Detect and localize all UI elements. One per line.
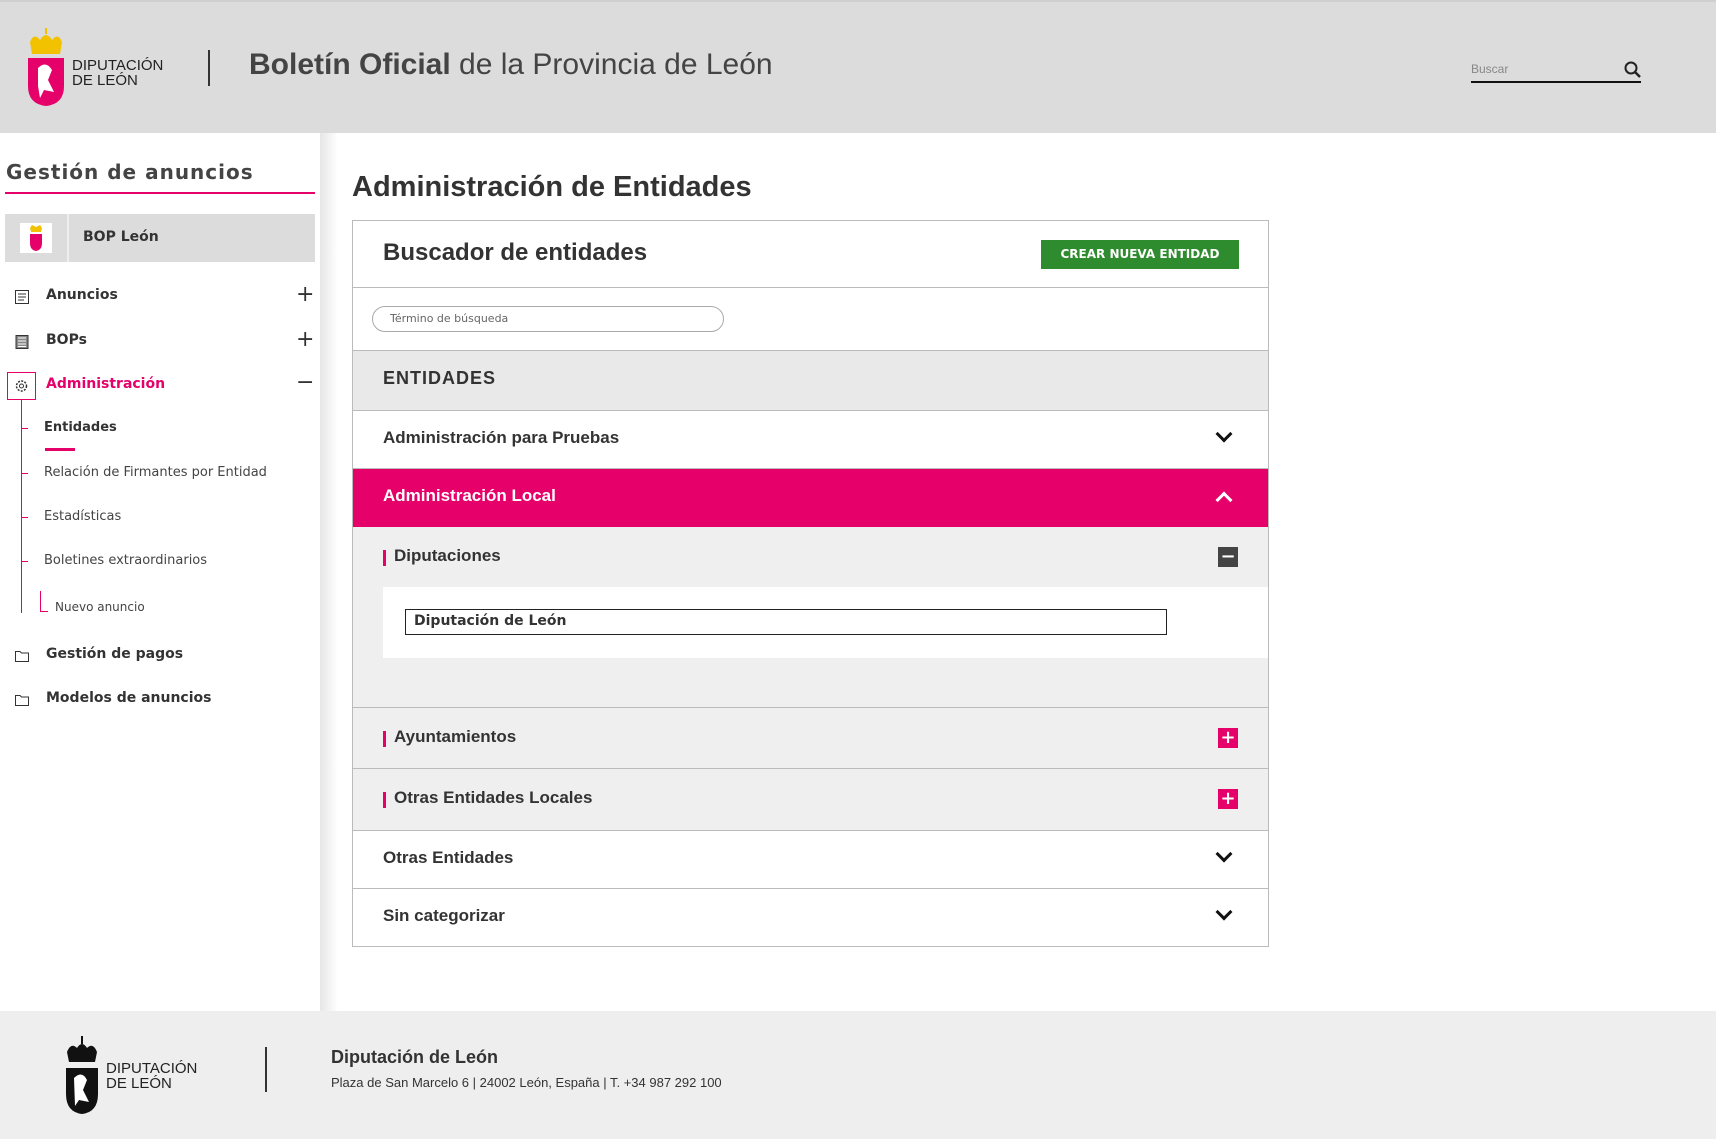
category-label: Sin categorizar bbox=[383, 906, 505, 925]
site-title: Boletín Oficial de la Provincia de León bbox=[249, 48, 773, 81]
section-title: ENTIDADES bbox=[383, 368, 497, 388]
subcategory-label: Ayuntamientos bbox=[394, 727, 517, 746]
sidebar-title: Gestión de anuncios bbox=[6, 160, 254, 184]
sidebar-divider bbox=[320, 133, 338, 1011]
sidebar-subitem-nuevo-anuncio[interactable]: Nuevo anuncio bbox=[55, 600, 145, 614]
list-icon bbox=[15, 335, 29, 349]
tree-line bbox=[40, 591, 48, 612]
expand-icon[interactable]: + bbox=[1218, 789, 1238, 809]
entity-search-input[interactable]: Término de búsqueda bbox=[372, 306, 724, 332]
logo-text: DIPUTACIÓN bbox=[72, 57, 164, 74]
collapse-icon[interactable]: − bbox=[1218, 547, 1238, 567]
sidebar-item-label[interactable]: Anuncios bbox=[46, 287, 118, 303]
category-label: Administración para Pruebas bbox=[383, 428, 620, 447]
entity-panel: Buscador de entidades CREAR NUEVA ENTIDA… bbox=[352, 220, 1269, 947]
expand-icon[interactable]: + bbox=[296, 282, 315, 307]
chevron-up-icon[interactable] bbox=[1215, 491, 1233, 509]
crest-icon bbox=[28, 28, 64, 106]
panel-title: Buscador de entidades bbox=[383, 239, 648, 266]
page-title: Administración de Entidades bbox=[352, 171, 752, 203]
category-label: Otras Entidades bbox=[383, 848, 514, 867]
create-entity-button[interactable]: CREAR NUEVA ENTIDAD bbox=[1041, 240, 1239, 269]
entity-item[interactable]: Diputación de León bbox=[405, 609, 1167, 635]
site-name: BOP León bbox=[83, 229, 159, 245]
chevron-down-icon[interactable] bbox=[1215, 903, 1233, 921]
logo-text: DIPUTACIÓN bbox=[106, 1060, 198, 1077]
search-icon[interactable] bbox=[1624, 61, 1641, 78]
expand-icon[interactable]: + bbox=[1218, 728, 1238, 748]
folder-icon bbox=[15, 695, 29, 706]
category-row[interactable]: Administración para Pruebas bbox=[353, 411, 1268, 469]
category-row[interactable]: Sin categorizar bbox=[353, 889, 1268, 946]
site-logo[interactable]: DIPUTACIÓN DE LEÓN bbox=[26, 28, 176, 108]
footer-divider bbox=[265, 1047, 267, 1092]
category-label: Administración Local bbox=[383, 486, 556, 505]
sidebar-title-underline bbox=[5, 192, 315, 194]
collapse-icon[interactable]: − bbox=[296, 370, 315, 395]
category-row-active[interactable]: Administración Local bbox=[353, 469, 1268, 527]
tree-line bbox=[21, 400, 22, 613]
sidebar-item-label[interactable]: Modelos de anuncios bbox=[46, 690, 212, 706]
site-footer: DIPUTACIÓN DE LEÓN Diputación de León Pl… bbox=[0, 1011, 1716, 1139]
sidebar-subitem-estadisticas[interactable]: Estadísticas bbox=[44, 509, 122, 524]
sidebar-subitem-firmantes[interactable]: Relación de Firmantes por Entidad bbox=[44, 465, 267, 480]
folder-icon bbox=[15, 651, 29, 662]
subcategory-label[interactable]: Diputaciones bbox=[394, 546, 501, 565]
search-row: Término de búsqueda bbox=[353, 288, 1268, 351]
subcategory-diputaciones: Diputaciones − Diputación de León bbox=[353, 527, 1268, 708]
chevron-down-icon[interactable] bbox=[1215, 845, 1233, 863]
search-placeholder: Buscar bbox=[1471, 62, 1509, 76]
document-icon bbox=[15, 290, 29, 304]
section-header: ENTIDADES bbox=[353, 351, 1268, 411]
gear-icon bbox=[15, 380, 28, 392]
sidebar-subitem-entidades[interactable]: Entidades bbox=[44, 420, 117, 435]
panel-header: Buscador de entidades CREAR NUEVA ENTIDA… bbox=[353, 221, 1268, 288]
logo-text: DE LEÓN bbox=[72, 72, 138, 89]
category-row[interactable]: Otras Entidades bbox=[353, 831, 1268, 889]
chevron-down-icon[interactable] bbox=[1215, 425, 1233, 443]
header-divider bbox=[208, 50, 210, 86]
subcategory-otras-locales[interactable]: Otras Entidades Locales + bbox=[353, 769, 1268, 831]
site-header: DIPUTACIÓN DE LEÓN Boletín Oficial de la… bbox=[0, 0, 1716, 133]
gear-icon-box bbox=[7, 372, 36, 400]
active-indicator bbox=[45, 448, 75, 451]
footer-address: Plaza de San Marcelo 6 | 24002 León, Esp… bbox=[331, 1075, 722, 1090]
sidebar-item-label[interactable]: BOPs bbox=[46, 332, 87, 348]
subcategory-ayuntamientos[interactable]: Ayuntamientos + bbox=[353, 708, 1268, 769]
subcategory-label: Otras Entidades Locales bbox=[394, 788, 593, 807]
sidebar-item-label[interactable]: Gestión de pagos bbox=[46, 646, 184, 662]
search-input[interactable]: Buscar bbox=[1471, 58, 1641, 83]
sidebar-subitem-boletines[interactable]: Boletines extraordinarios bbox=[44, 553, 208, 568]
site-selector[interactable]: BOP León bbox=[5, 214, 315, 262]
logo-text: DE LEÓN bbox=[106, 1075, 172, 1092]
bop-logo bbox=[20, 223, 52, 253]
crest-icon bbox=[66, 1036, 98, 1114]
sidebar-item-label[interactable]: Administración bbox=[46, 376, 166, 392]
expand-icon[interactable]: + bbox=[296, 327, 315, 352]
footer-org: Diputación de León bbox=[331, 1047, 499, 1067]
entity-list: Diputación de León bbox=[383, 587, 1268, 658]
